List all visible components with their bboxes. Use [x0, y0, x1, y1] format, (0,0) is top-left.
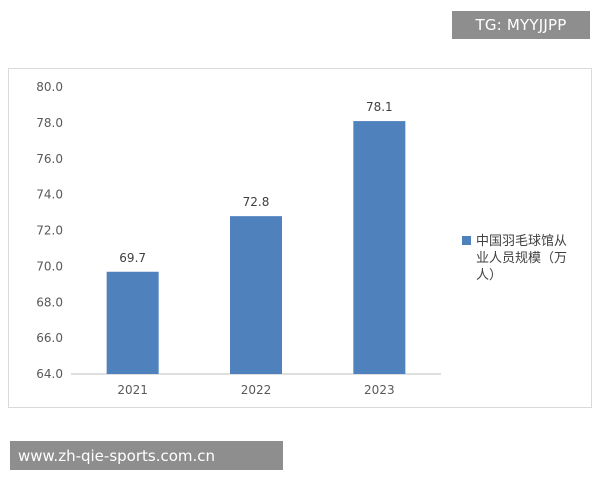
- data-label: 78.1: [366, 100, 393, 114]
- bar: [106, 271, 159, 374]
- y-tick-label: 68.0: [36, 295, 63, 309]
- y-axis: 64.0 66.0 68.0 70.0 72.0 74.0 76.0 78.0 80.0: [36, 80, 63, 381]
- legend-label: 业人员规模（万: [476, 251, 567, 266]
- legend-swatch: [462, 236, 471, 245]
- y-tick-label: 76.0: [36, 152, 63, 166]
- data-label: 72.8: [243, 195, 270, 209]
- watermark-bottom: www.zh-qie-sports.com.cn: [10, 441, 283, 470]
- bar: [353, 121, 406, 374]
- x-tick-label: 2021: [117, 383, 148, 397]
- y-tick-label: 66.0: [36, 331, 63, 345]
- y-tick-label: 74.0: [36, 188, 63, 202]
- x-tick-label: 2023: [364, 383, 395, 397]
- bar: [230, 216, 282, 374]
- legend-label: 人）: [476, 268, 502, 283]
- y-tick-label: 80.0: [36, 80, 63, 94]
- y-tick-label: 78.0: [36, 116, 63, 130]
- watermark-top: TG: MYYJJPP: [452, 11, 590, 39]
- chart-frame: 64.0 66.0 68.0 70.0 72.0 74.0 76.0 78.0 80.0 202…: [8, 68, 592, 408]
- y-tick-label: 64.0: [36, 367, 63, 381]
- y-tick-label: 72.0: [36, 224, 63, 238]
- y-tick-label: 70.0: [36, 259, 63, 273]
- bars: 69.7 72.8 78.1: [106, 100, 406, 374]
- x-tick-label: 2022: [241, 383, 272, 397]
- data-label: 69.7: [119, 251, 146, 265]
- bar-chart: 64.0 66.0 68.0 70.0 72.0 74.0 76.0 78.0 80.0 202…: [36, 80, 567, 397]
- x-axis: 2021 2022 2023: [71, 373, 441, 397]
- legend-label: 中国羽毛球馆从: [476, 234, 567, 249]
